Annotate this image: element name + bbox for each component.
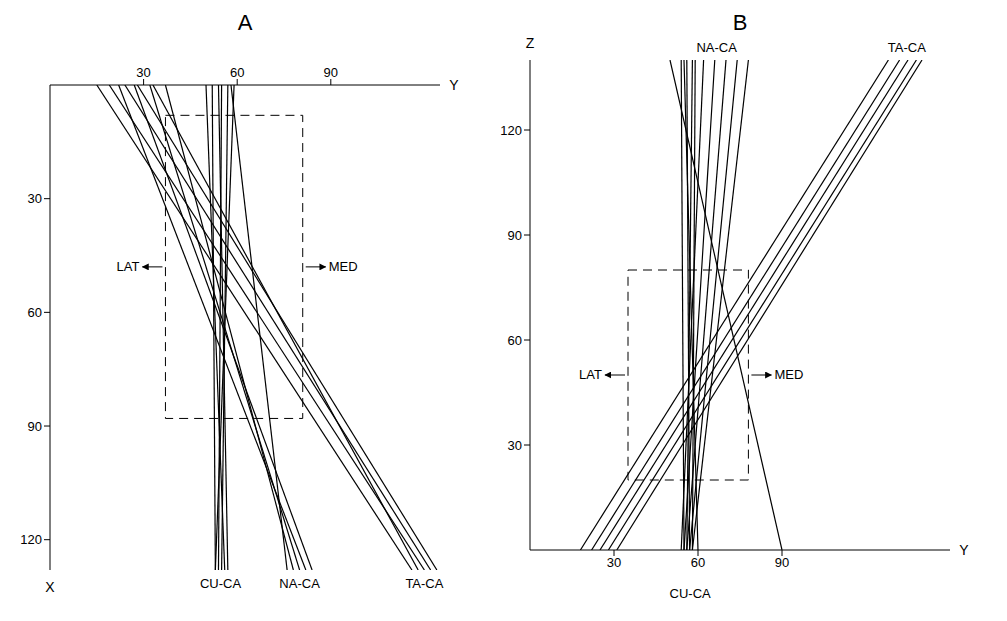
svg-text:90: 90 [775, 555, 789, 570]
svg-text:60: 60 [691, 555, 705, 570]
svg-text:TA-CA: TA-CA [888, 40, 926, 55]
svg-text:60: 60 [28, 305, 42, 320]
svg-text:30: 30 [607, 555, 621, 570]
svg-text:MED: MED [774, 367, 803, 382]
svg-text:NA-CA: NA-CA [696, 40, 737, 55]
svg-text:MED: MED [329, 259, 358, 274]
svg-text:30: 30 [508, 438, 522, 453]
svg-text:90: 90 [28, 419, 42, 434]
svg-text:Z: Z [526, 35, 535, 51]
svg-text:TA-CA: TA-CA [405, 576, 443, 591]
svg-text:30: 30 [28, 191, 42, 206]
svg-text:Y: Y [449, 77, 459, 93]
svg-text:LAT: LAT [579, 367, 602, 382]
svg-text:120: 120 [500, 123, 522, 138]
svg-text:120: 120 [20, 532, 42, 547]
svg-text:90: 90 [324, 65, 338, 80]
svg-text:CU-CA: CU-CA [670, 586, 711, 601]
svg-text:Y: Y [959, 542, 969, 558]
svg-text:A: A [238, 10, 253, 35]
svg-text:90: 90 [508, 228, 522, 243]
svg-text:CU-CA: CU-CA [200, 576, 241, 591]
svg-text:LAT: LAT [117, 259, 140, 274]
svg-text:B: B [733, 10, 748, 35]
svg-text:30: 30 [136, 65, 150, 80]
svg-text:NA-CA: NA-CA [279, 576, 320, 591]
svg-text:60: 60 [508, 333, 522, 348]
svg-text:60: 60 [230, 65, 244, 80]
svg-text:X: X [45, 579, 55, 595]
